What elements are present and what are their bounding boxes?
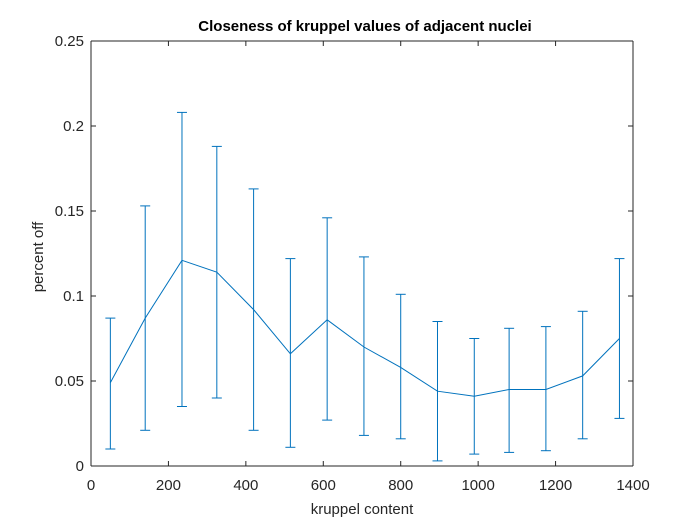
x-tick-label: 400 bbox=[233, 477, 258, 494]
x-tick-label: 1400 bbox=[616, 477, 649, 494]
x-tick-label: 600 bbox=[311, 477, 336, 494]
x-tick-label: 800 bbox=[388, 477, 413, 494]
x-tick-label: 200 bbox=[156, 477, 181, 494]
x-tick-label: 1000 bbox=[461, 477, 494, 494]
y-tick-label: 0 bbox=[76, 458, 84, 475]
x-axis-label: kruppel content bbox=[311, 501, 414, 518]
y-tick-label: 0.1 bbox=[63, 288, 84, 305]
y-axis-label: percent off bbox=[30, 221, 47, 292]
y-tick-label: 0.25 bbox=[55, 33, 84, 50]
x-tick-label: 1200 bbox=[539, 477, 572, 494]
y-tick-label: 0.2 bbox=[63, 118, 84, 135]
data-series-line bbox=[109, 259, 620, 397]
x-tick-label: 0 bbox=[87, 477, 95, 494]
y-tick-label: 0.15 bbox=[55, 203, 84, 220]
chart-title: Closeness of kruppel values of adjacent … bbox=[198, 18, 531, 35]
plot-area: 0 200 400 600 800 1000 1200 1400 0 0.05 0.1 0.15 0.2… bbox=[55, 33, 650, 494]
y-tick-label: 0.05 bbox=[55, 373, 84, 390]
